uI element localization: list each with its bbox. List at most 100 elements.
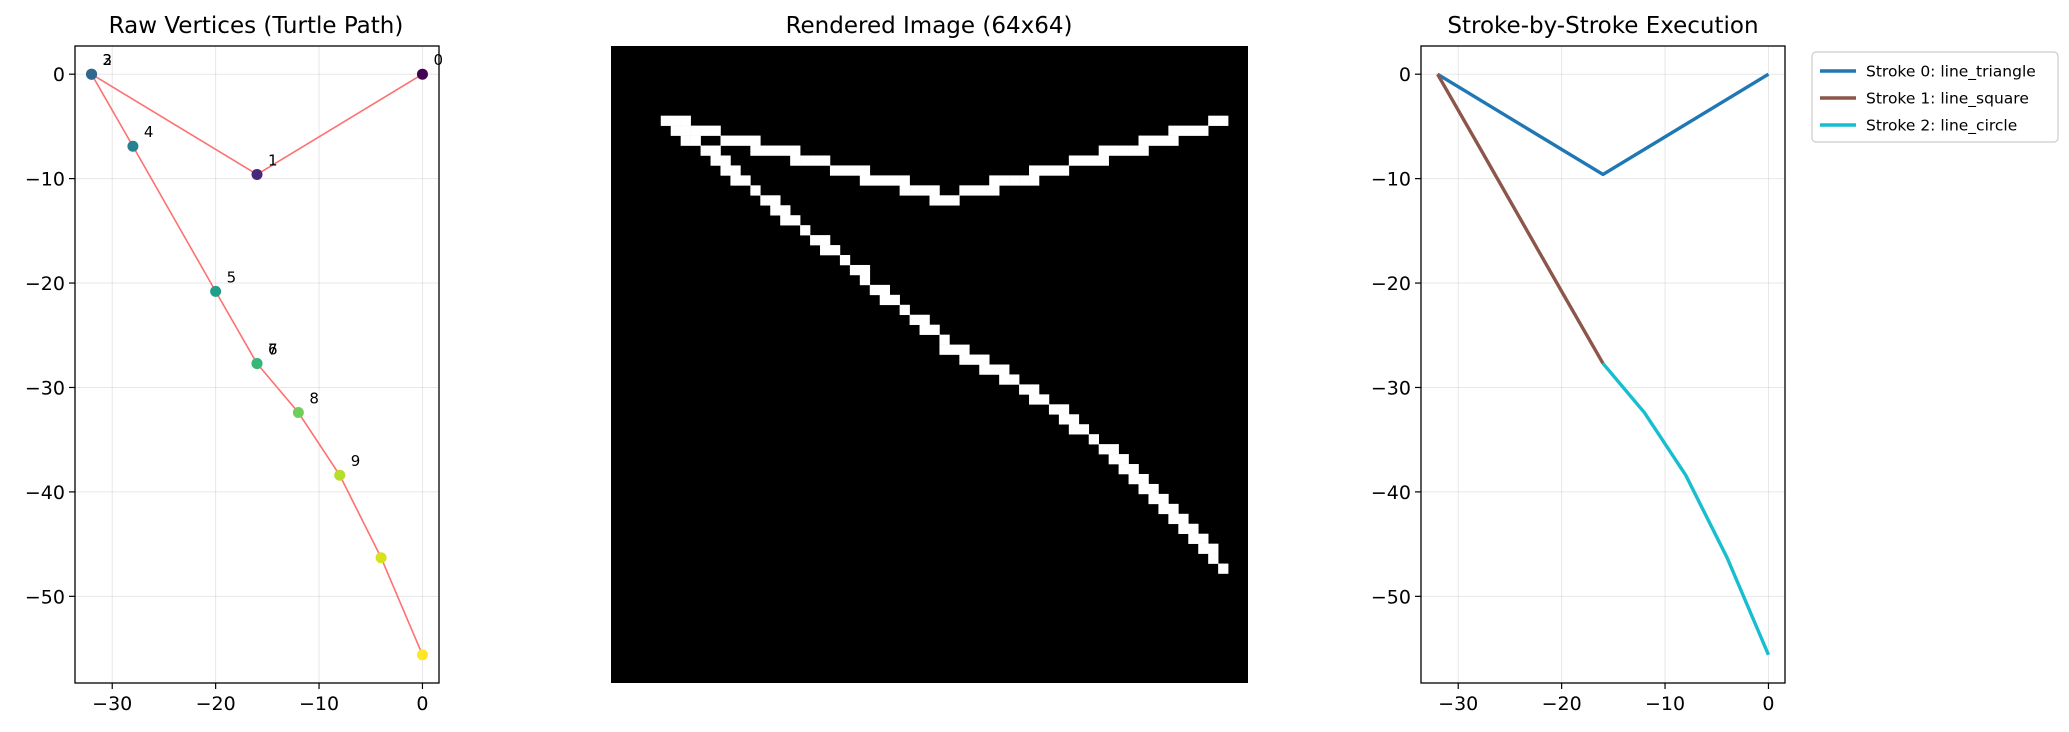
lit-pixel (1078, 424, 1090, 435)
lit-pixel (1038, 165, 1050, 176)
lit-pixel (1208, 115, 1219, 126)
lit-pixel (1138, 145, 1149, 156)
legend-entry-label: Stroke 2: line_circle (1866, 117, 2017, 136)
lit-pixel (790, 215, 801, 226)
legend-box (1811, 51, 2059, 143)
lit-pixel (1068, 414, 1080, 425)
rendered-image-title: Rendered Image (64x64) (786, 13, 1073, 39)
lit-pixel (750, 185, 761, 196)
vertex-label: 2 (103, 51, 113, 69)
lit-pixel (1108, 444, 1119, 455)
stroke-legend: Stroke 0: line_triangle Stroke 1: line_sq… (1811, 51, 2059, 143)
lit-pixel (899, 175, 910, 186)
lit-pixel (730, 175, 741, 186)
lit-pixel (939, 344, 950, 355)
lit-pixel (700, 145, 711, 156)
lit-pixel (899, 185, 910, 196)
lit-pixel (780, 205, 791, 216)
turtle-path-line (90, 73, 424, 656)
lit-pixel (879, 175, 890, 186)
lit-pixel (899, 304, 910, 316)
lit-pixel (1168, 503, 1179, 515)
vertex-point (416, 649, 428, 661)
lit-pixel (919, 314, 930, 325)
lit-pixel (1108, 454, 1119, 465)
lit-pixel (700, 125, 711, 136)
lit-pixel (999, 364, 1010, 375)
lit-pixel (889, 175, 900, 186)
lit-pixel (1058, 404, 1070, 415)
lit-pixel (780, 145, 791, 156)
lit-pixel (690, 135, 701, 146)
lit-pixel (690, 125, 701, 136)
lit-pixel (939, 195, 950, 206)
rendered-image-panel: Rendered Image (64x64) (611, 13, 1248, 683)
lit-pixel (879, 294, 890, 306)
lit-pixel (959, 344, 970, 355)
lit-pixel (1108, 145, 1119, 156)
lit-pixel (680, 135, 691, 146)
lit-pixel (820, 155, 831, 166)
lit-pixel (1019, 384, 1030, 395)
lit-pixel (1088, 434, 1100, 445)
lit-pixel (1098, 444, 1109, 455)
raw-vertices-title: Raw Vertices (Turtle Path) (109, 13, 404, 39)
lit-pixel (1158, 493, 1169, 505)
stroke-0-line (1436, 72, 1770, 177)
lit-pixel (760, 145, 771, 156)
lit-pixel (670, 115, 681, 126)
lit-pixel (740, 175, 751, 186)
lit-pixel (720, 155, 731, 166)
lit-pixel (1208, 543, 1219, 554)
lit-pixel (1068, 424, 1080, 435)
lit-pixel (949, 344, 960, 355)
lit-pixel (839, 255, 851, 266)
lit-pixel (1019, 175, 1030, 186)
lit-pixel (969, 354, 980, 365)
lit-pixel (979, 185, 990, 196)
lit-pixel (790, 145, 801, 156)
lit-pixel (849, 264, 861, 276)
lit-pixel (1128, 145, 1139, 156)
lit-pixel (929, 185, 940, 196)
y-tick-label: −40 (25, 482, 65, 504)
lit-pixel (1029, 165, 1040, 176)
vertex-label: 6 (268, 340, 278, 358)
lit-pixel (849, 165, 861, 176)
lit-pixel (919, 324, 930, 335)
vertex-label: 0 (433, 51, 443, 69)
lit-pixel (929, 195, 940, 206)
x-tick-label: −30 (92, 693, 132, 715)
lit-pixel (670, 125, 681, 136)
lit-pixel (859, 165, 871, 176)
vertex-point (251, 168, 263, 180)
lit-pixel (1118, 145, 1129, 156)
x-tick-label: −10 (299, 693, 339, 715)
lit-pixel (1058, 165, 1070, 176)
lit-pixel (720, 165, 731, 176)
lit-pixel (999, 175, 1010, 186)
lit-pixel (1178, 523, 1189, 535)
y-tick-label: −30 (1371, 377, 1411, 399)
lit-pixel (879, 284, 890, 296)
lit-pixel (770, 145, 781, 156)
y-tick-label: −50 (1371, 586, 1411, 608)
lit-pixel (989, 175, 1000, 186)
lit-pixel (1168, 513, 1179, 525)
lit-pixel (800, 155, 811, 166)
lit-pixel (770, 195, 781, 206)
lit-pixel (710, 145, 721, 156)
vertex-point (334, 469, 346, 481)
lit-pixel (1098, 145, 1109, 156)
lit-pixel (1168, 135, 1179, 146)
legend-entry-label: Stroke 1: line_square (1866, 90, 2029, 109)
lit-pixel (1128, 473, 1139, 485)
lit-pixel (750, 145, 761, 156)
lit-pixel (790, 155, 801, 166)
x-tick-label: −10 (1645, 693, 1685, 715)
lit-pixel (1198, 543, 1209, 554)
vertex-point (210, 285, 222, 297)
lit-pixel (1218, 115, 1229, 126)
lit-pixel (989, 364, 1000, 375)
